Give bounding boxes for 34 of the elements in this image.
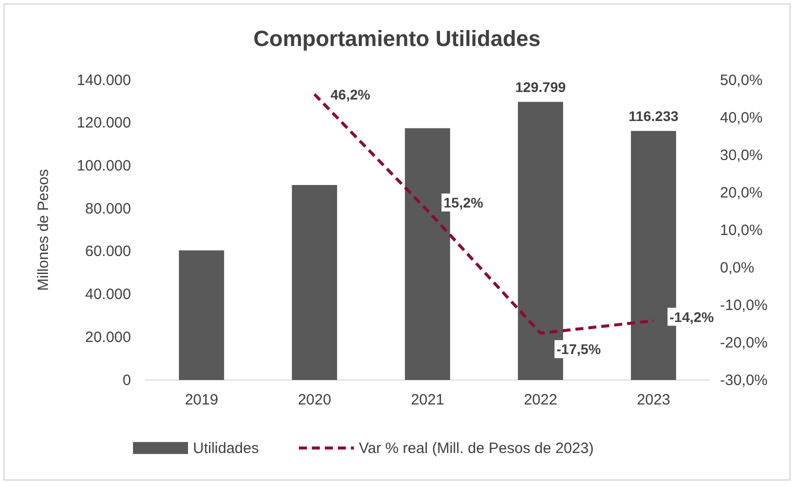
data-label: 129.799 [515,78,566,95]
y-tick-label: 0 [122,372,131,389]
y2-tick-label: 10,0% [720,222,763,239]
y2-tick-label: 0,0% [720,259,754,276]
legend-label: Var % real (Mill. de Pesos de 2023) [358,440,594,457]
legend-label: Utilidades [193,440,259,457]
y2-tick-label: -30,0% [720,372,768,389]
data-label: 116.233 [628,108,679,124]
y-tick-label: 80.000 [85,200,131,218]
chart-title: Comportamiento Utilidades [253,26,541,51]
y2-tick-label: 20,0% [720,184,763,202]
x-tick-label: 2020 [298,392,332,409]
y-tick-label: 100.000 [76,158,131,175]
bar [292,185,338,380]
data-label: 46,2% [330,86,371,102]
bar [178,250,224,380]
x-tick-label: 2021 [410,392,444,409]
y2-tick-label: 50,0% [720,72,763,89]
y-tick-label: 40.000 [85,286,131,304]
x-tick-label: 2023 [636,392,670,409]
y-tick-label: 140.000 [76,72,131,89]
data-label: -17,5% [556,341,602,358]
x-tick-label: 2022 [524,392,558,409]
y2-tick-label: -10,0% [720,296,768,314]
y2-tick-label: -20,0% [720,334,768,352]
data-label: -14,2% [670,308,714,325]
y2-tick-label: 30,0% [720,146,763,164]
y2-tick-label: 40,0% [720,109,763,126]
y-tick-label: 20.000 [85,328,131,346]
y-tick-label: 120.000 [76,114,131,132]
x-tick-label: 2019 [184,392,218,409]
y-tick-label: 60.000 [85,243,131,260]
data-label: 15,2% [444,194,484,210]
y-axis-title: Millones de Pesos [35,169,52,291]
